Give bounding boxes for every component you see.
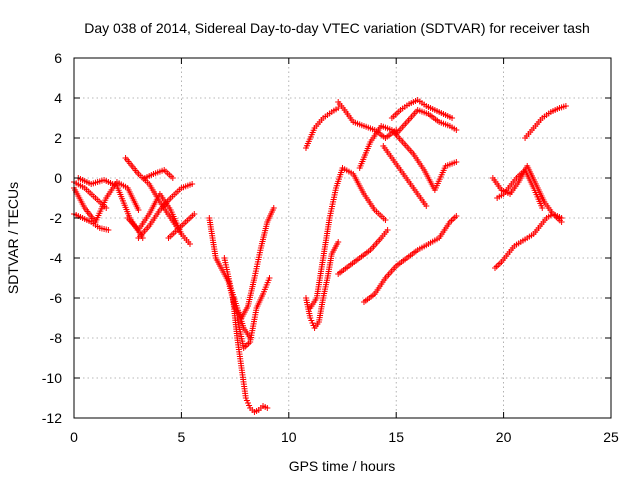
series-sat-o: [302, 239, 342, 331]
data-point: [558, 215, 565, 221]
x-tick-label: 0: [70, 429, 78, 445]
y-tick-label: -8: [50, 330, 63, 346]
data-point: [335, 239, 342, 245]
data-point: [453, 127, 460, 133]
chart-title: Day 038 of 2014, Sidereal Day-to-day VTE…: [84, 20, 590, 36]
series-sat-i: [165, 211, 198, 241]
data-point: [423, 203, 430, 209]
ticks-layer: 0 5 10 15 20 25 -12 -10 -8 -6 -4 -2 0 2 4 6: [42, 50, 619, 445]
y-tick-label: 2: [54, 130, 62, 146]
series-sat-r: [335, 227, 391, 277]
y-tick-label: -12: [42, 410, 62, 426]
data-point: [266, 275, 273, 281]
y-tick-label: -4: [50, 250, 63, 266]
series-sat-v: [393, 107, 460, 137]
data-point: [453, 159, 460, 165]
series-sat-f: [124, 191, 185, 237]
data-point: [186, 241, 193, 247]
data-point: [247, 335, 254, 341]
series-sat-x: [492, 211, 565, 271]
series-sat-b: [71, 211, 112, 233]
y-tick-label: -10: [42, 370, 62, 386]
data-point: [135, 207, 142, 213]
series-sat-g: [135, 181, 196, 241]
data-point: [264, 405, 271, 411]
x-tick-label: 10: [281, 429, 297, 445]
x-tick-label: 25: [603, 429, 619, 445]
series-sat-t: [356, 123, 460, 193]
data-point: [539, 205, 546, 211]
data-point: [382, 217, 389, 223]
y-axis-title: SDTVAR / TECUs: [5, 182, 21, 294]
series-sat-p: [307, 165, 389, 311]
x-tick-label: 20: [496, 429, 512, 445]
series-sat-aa: [494, 167, 546, 211]
y-tick-label: 0: [54, 170, 62, 186]
data-point: [169, 175, 176, 181]
y-tick-label: 4: [54, 90, 62, 106]
series-sat-z: [522, 103, 569, 141]
series-sat-s: [360, 213, 460, 305]
data-point: [562, 103, 569, 109]
data-points-layer: [71, 97, 569, 415]
data-point: [384, 227, 391, 233]
series-sat-c: [71, 179, 110, 211]
data-point: [105, 227, 112, 233]
data-point: [449, 115, 456, 121]
data-point: [270, 205, 277, 211]
x-tick-label: 5: [178, 429, 186, 445]
data-point: [191, 211, 198, 217]
series-sat-w: [380, 143, 430, 209]
series-sat-u: [388, 97, 456, 121]
x-tick-label: 15: [388, 429, 404, 445]
data-point: [178, 231, 185, 237]
data-point: [453, 213, 460, 219]
grid-layer: [74, 58, 611, 418]
y-tick-label: -2: [50, 210, 63, 226]
data-point: [103, 205, 110, 211]
y-tick-label: 6: [54, 50, 62, 66]
series-sat-n: [302, 105, 342, 151]
x-axis-title: GPS time / hours: [289, 458, 396, 474]
plot-frame: [73, 57, 612, 419]
y-tick-label: -6: [50, 290, 63, 306]
data-point: [189, 181, 196, 187]
series-sat-h: [141, 167, 176, 181]
series-sat-m: [221, 255, 254, 341]
